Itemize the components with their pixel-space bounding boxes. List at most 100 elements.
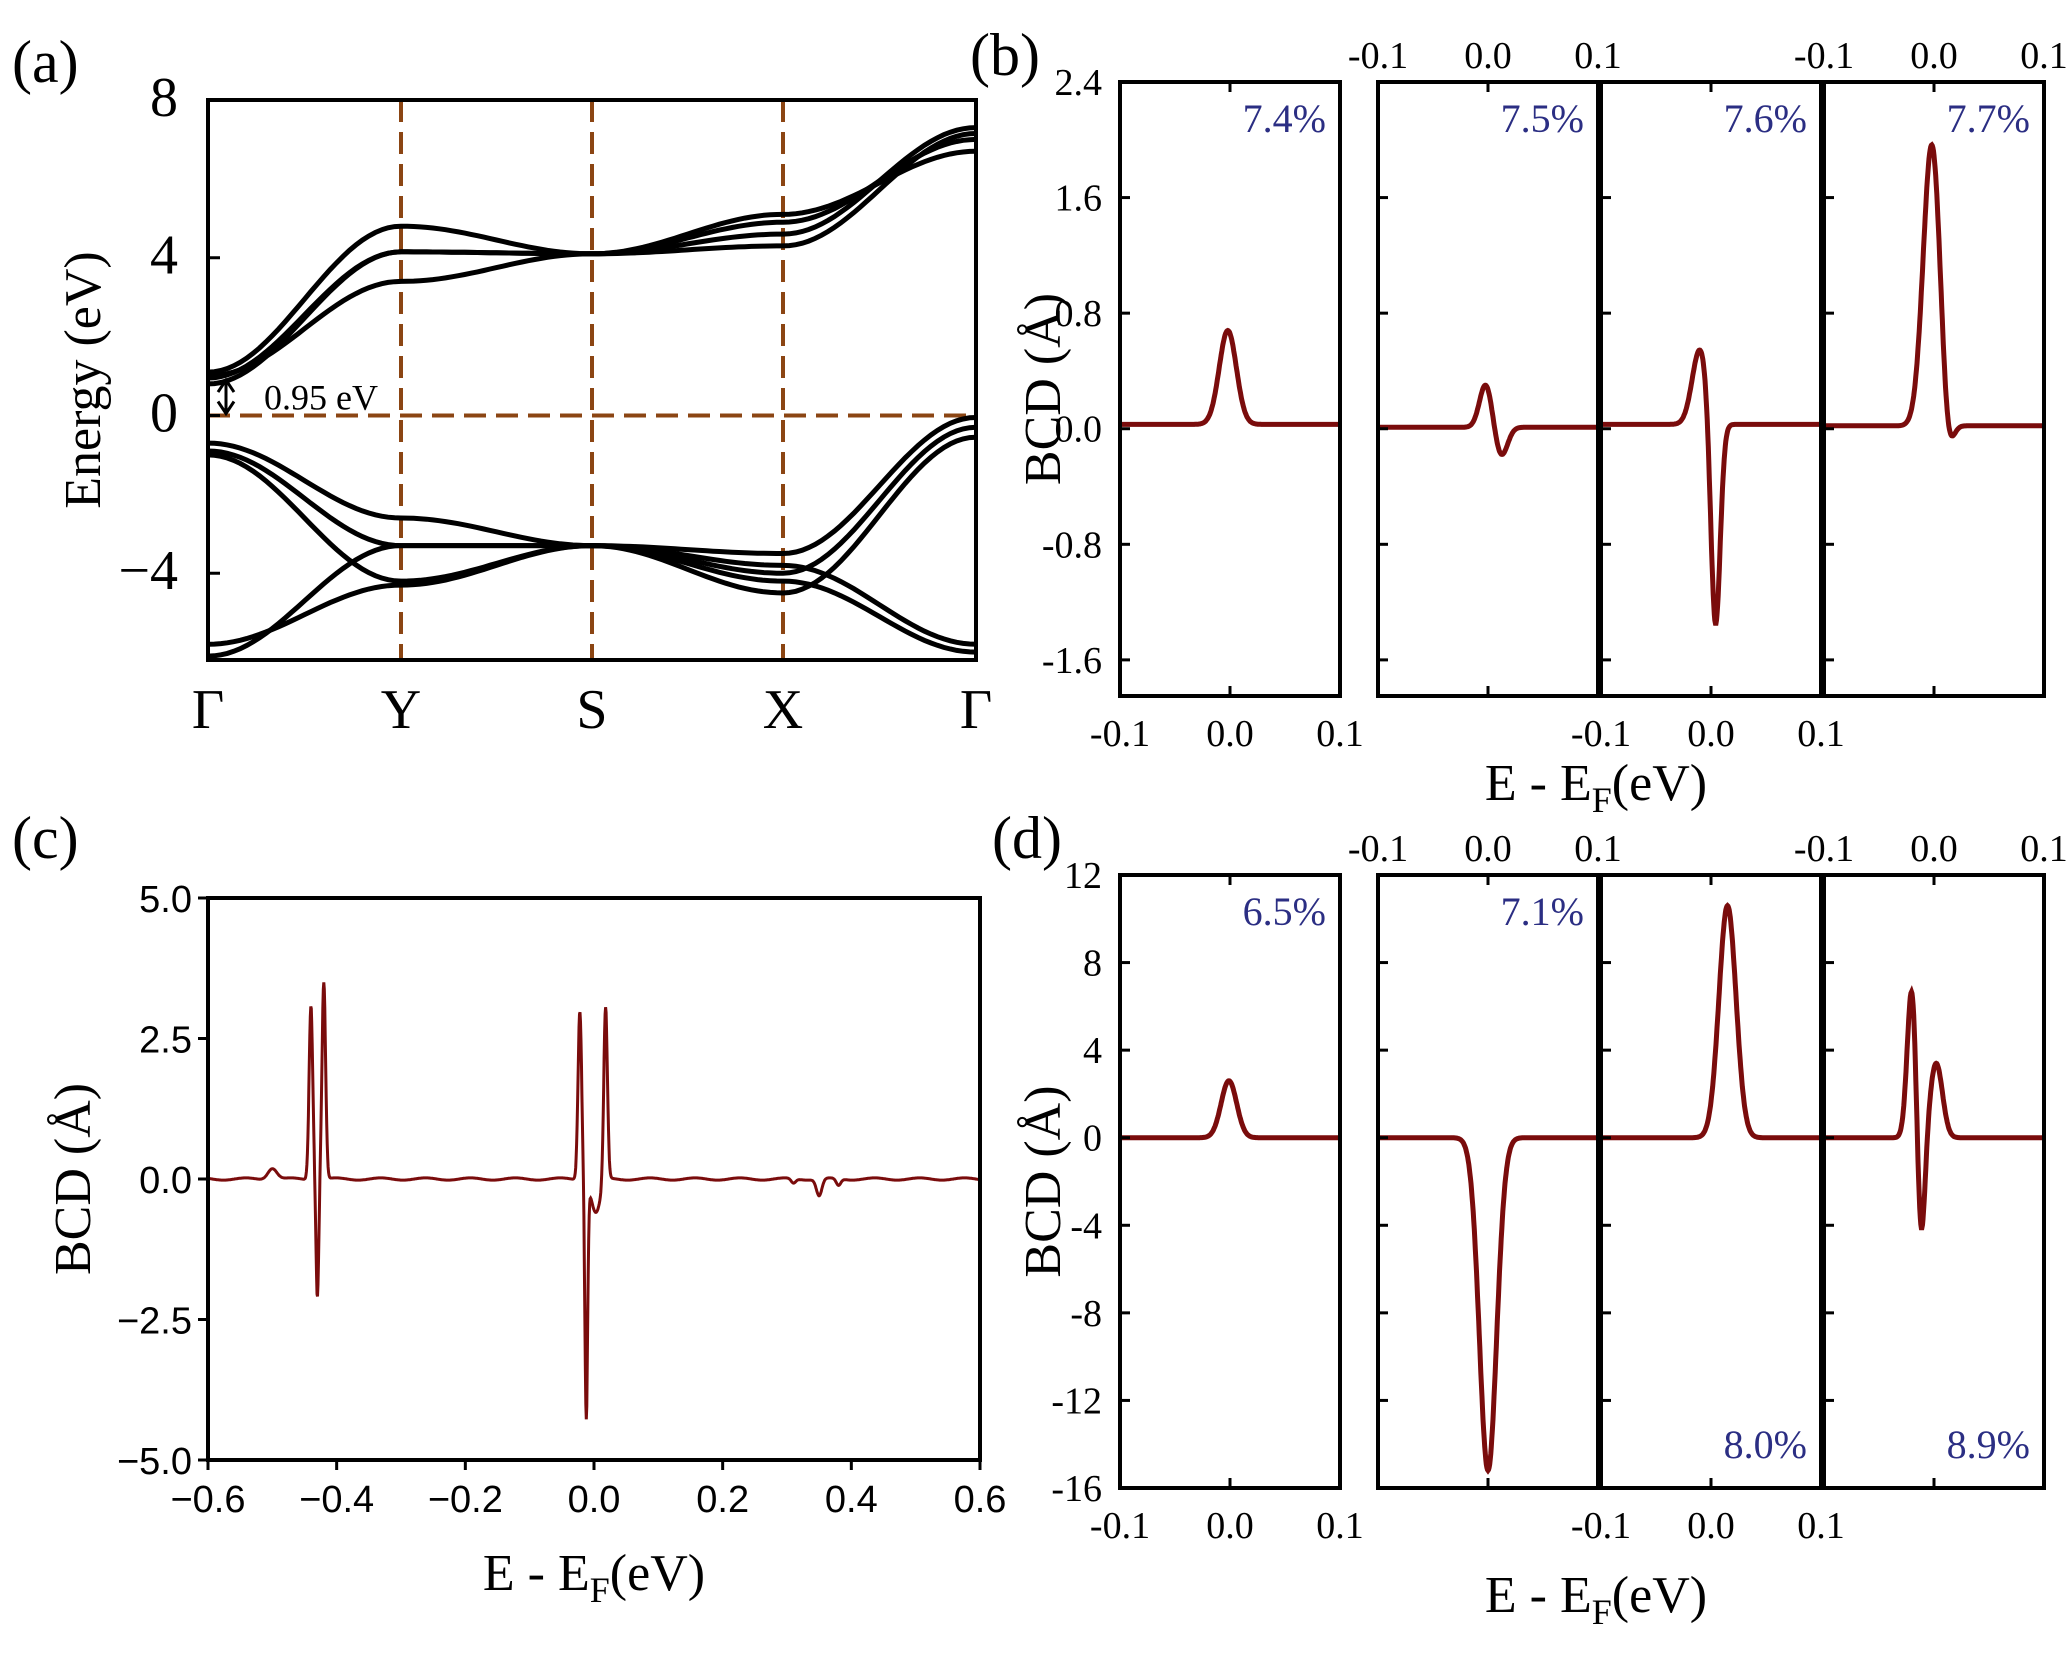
y-tick-label: 8 — [150, 67, 178, 129]
bcd-curve — [208, 982, 980, 1420]
x-tick-label: 0.1 — [1797, 713, 1845, 755]
strain-label: 7.6% — [1724, 96, 1807, 141]
x-tick-label: -0.1 — [1794, 35, 1854, 77]
x-axis-label: E - EF(eV) — [1485, 1567, 1707, 1632]
x-tick-label: -0.1 — [1571, 1505, 1631, 1547]
x-tick-label: -0.1 — [1090, 1505, 1150, 1547]
kpoint-label: X — [763, 679, 803, 741]
x-tick-label: 0.1 — [2020, 828, 2068, 870]
bcd-curve — [1601, 347, 1821, 626]
x-tick-label: 0.0 — [1687, 1505, 1735, 1547]
y-tick-label: -4 — [1070, 1205, 1102, 1247]
strain-label: 8.9% — [1947, 1422, 2030, 1467]
subpanel-b-4: 7.7% -0.1 0.0 0.1 — [1794, 35, 2068, 698]
panel-c-bcd-wide: (c) 5.0 2.5 0.0 −2.5 −5.0−0.6 −0.4 −0.2 0.0 0.2 0.… — [12, 805, 1006, 1610]
y-tick-label: 0 — [150, 382, 178, 444]
subpanel-d-3: 8.0% -0.1 0.0 0.1 — [1571, 873, 1845, 1547]
x-tick-label: -0.1 — [1090, 713, 1150, 755]
x-tick-label: 0.6 — [954, 1479, 1007, 1521]
gap-arrow-head-up — [216, 377, 236, 393]
x-tick-label: 0.1 — [1316, 1505, 1364, 1547]
x-tick-label: 0.1 — [1574, 35, 1622, 77]
gap-arrow-head-down — [216, 400, 236, 417]
kpoint-label: Y — [381, 679, 421, 741]
x-tick-label: 0.0 — [1910, 828, 1958, 870]
x-tick-label: 0.1 — [1574, 828, 1622, 870]
y-axis-label: BCD (Å) — [1015, 1085, 1072, 1277]
panel-label-d: (d) — [992, 805, 1062, 871]
x-tick-label: −0.4 — [299, 1479, 374, 1521]
panel-d-bcd-strain: (d) 6.5% -0.1 0.0 0.1 7.1% -0.1 0.0 0.1 8.0% -0.1 0… — [992, 805, 2068, 1632]
y-tick-label: −5.0 — [117, 1441, 192, 1483]
subpanel-frame — [1599, 80, 1823, 698]
y-tick-label: 4 — [150, 225, 178, 287]
y-axis-label: BCD (Å) — [1015, 293, 1072, 485]
subpanel-frame — [1118, 80, 1342, 698]
subpanel-frame — [1118, 873, 1342, 1490]
panel-a-band-structure: (a) 8 4 0 −4 Γ Y S X Γ Energy (eV) 0.95 eV — [12, 29, 992, 741]
x-tick-label: 0.0 — [568, 1479, 621, 1521]
strain-label: 7.1% — [1501, 889, 1584, 934]
strain-label: 8.0% — [1724, 1422, 1807, 1467]
x-tick-label: 0.0 — [1206, 1505, 1254, 1547]
subpanel-frame — [1599, 873, 1823, 1490]
x-tick-label: -0.1 — [1348, 35, 1408, 77]
x-tick-label: 0.0 — [1206, 713, 1254, 755]
bcd-curve — [1120, 1078, 1340, 1141]
y-tick-label: -16 — [1051, 1468, 1102, 1510]
y-tick-label: -8 — [1070, 1293, 1102, 1335]
gap-label: 0.95 eV — [264, 378, 378, 418]
y-tick-label: 0 — [1083, 1118, 1102, 1160]
bcd-curve — [1824, 141, 2044, 439]
y-tick-label: 2.5 — [139, 1020, 192, 1062]
y-tick-label: 0.0 — [1055, 409, 1103, 451]
x-tick-label: -0.1 — [1571, 713, 1631, 755]
y-tick-label: 4 — [1083, 1030, 1102, 1072]
y-tick-label: −2.5 — [117, 1301, 192, 1343]
x-tick-label: 0.0 — [1464, 35, 1512, 77]
valence-band-line — [207, 543, 977, 655]
y-tick-label: -1.6 — [1042, 640, 1102, 682]
x-tick-label: 0.2 — [696, 1479, 749, 1521]
y-tick-label: 5.0 — [139, 879, 192, 921]
x-tick-label: 0.0 — [1464, 828, 1512, 870]
strain-label: 6.5% — [1243, 889, 1326, 934]
y-tick-label: 12 — [1064, 855, 1102, 897]
x-tick-label: −0.6 — [170, 1479, 245, 1521]
y-axis-label: Energy (eV) — [55, 251, 112, 509]
conduction-band-line — [207, 131, 977, 381]
subpanel-b-2: 7.5% -0.1 0.0 0.1 — [1348, 35, 1622, 698]
panel-label-b: (b) — [970, 22, 1040, 88]
y-tick-label: 1.6 — [1055, 178, 1103, 220]
subpanel-d-4: 8.9% -0.1 0.0 0.1 — [1794, 828, 2068, 1490]
x-tick-label: 0.0 — [1910, 35, 1958, 77]
strain-label: 7.4% — [1243, 96, 1326, 141]
kpoint-label: Γ — [960, 679, 992, 741]
bcd-curve — [1378, 1135, 1598, 1475]
bcd-curve — [1378, 382, 1598, 457]
x-tick-label: -0.1 — [1348, 828, 1408, 870]
y-tick-label: -0.8 — [1042, 524, 1102, 566]
subpanel-frame — [1822, 873, 2046, 1490]
bcd-curve — [1824, 985, 2044, 1231]
kpoint-label: Γ — [192, 679, 224, 741]
kpoint-label: S — [576, 679, 607, 741]
y-tick-label: 0.0 — [139, 1160, 192, 1202]
panel-b-bcd-strain: (b) 7.4% -0.1 0.0 0.1 7.5% -0.1 0.0 0.1 7.6% -0.1 0… — [970, 22, 2068, 820]
bcd-curve — [1601, 902, 1821, 1141]
strain-label: 7.7% — [1947, 96, 2030, 141]
y-tick-label: 8 — [1083, 943, 1102, 985]
subpanel-d-2: 7.1% -0.1 0.0 0.1 — [1348, 828, 1622, 1490]
x-tick-label: 0.4 — [825, 1479, 878, 1521]
x-tick-label: 0.0 — [1687, 713, 1735, 755]
panel-label-c: (c) — [12, 805, 79, 871]
subpanel-frame — [1376, 873, 1600, 1490]
x-tick-label: −0.2 — [428, 1479, 503, 1521]
y-axis-label: BCD (Å) — [45, 1083, 102, 1275]
y-tick-label: -12 — [1051, 1380, 1102, 1422]
bcd-curve — [1120, 327, 1340, 427]
subpanel-b-1: 7.4% -0.1 0.0 0.1 — [1090, 80, 1364, 755]
subpanel-b-3: 7.6% -0.1 0.0 0.1 — [1571, 80, 1845, 755]
x-axis-label: E - EF(eV) — [483, 1545, 705, 1610]
